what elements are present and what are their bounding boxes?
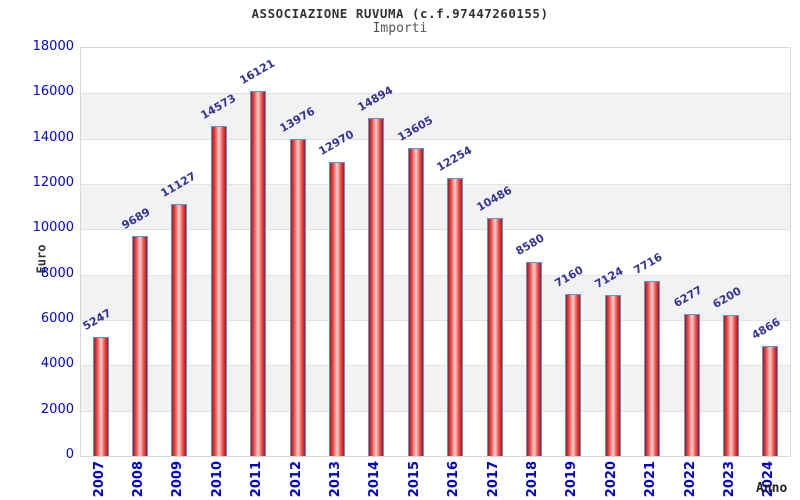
bar-2022: [683, 313, 700, 456]
gridline: [81, 93, 790, 95]
gridline: [81, 229, 790, 231]
gridline: [81, 274, 790, 276]
bar-2008: [132, 236, 149, 456]
x-tick-label: 2014: [367, 461, 383, 498]
x-tick-label: 2016: [446, 461, 462, 498]
bar-2015: [407, 147, 424, 456]
x-tick-label: 2020: [603, 461, 619, 498]
x-tick-label: 2012: [288, 461, 304, 498]
y-tick-label: 14000: [32, 129, 74, 145]
gridline: [81, 138, 790, 140]
plot-band: [81, 48, 790, 94]
bar-2016: [447, 178, 464, 456]
x-tick-label: 2019: [564, 461, 580, 498]
bar-2010: [210, 125, 227, 456]
plot-band: [81, 229, 790, 275]
x-tick-label: 2022: [682, 461, 698, 498]
plot-band: [81, 93, 790, 139]
plot-band: [81, 138, 790, 184]
y-tick-label: 16000: [32, 84, 74, 100]
plot-area: 5247 9689 11127 14573 16121 13976 12970 14894 13…: [80, 47, 791, 457]
bar-2020: [604, 294, 621, 456]
bar-2014: [368, 118, 385, 456]
x-tick-label: 2007: [91, 461, 107, 498]
plot-band: [81, 184, 790, 230]
y-tick-label: 6000: [40, 311, 74, 326]
gridline: [81, 410, 790, 412]
y-tick-label: 12000: [32, 175, 74, 190]
bar-2023: [722, 315, 739, 456]
bar-2017: [486, 218, 503, 456]
bar-2013: [329, 162, 346, 456]
bar-2011: [250, 90, 267, 456]
y-tick-label: 8000: [40, 265, 74, 281]
x-tick-label: 2008: [131, 461, 147, 498]
bar-2007: [92, 337, 109, 456]
chart-subtitle: Importi: [372, 21, 428, 36]
x-tick-label: 2017: [485, 461, 501, 498]
chart-title: ASSOCIAZIONE RUVUMA (c.f.97447260155): [251, 6, 549, 21]
bar-2012: [289, 139, 306, 456]
gridline: [81, 320, 790, 321]
y-tick-label: 0: [65, 447, 74, 462]
x-tick-label: 2021: [643, 461, 659, 498]
y-tick-label: 18000: [32, 39, 74, 54]
x-tick-label: 2015: [406, 461, 422, 498]
x-tick-label: 2018: [524, 461, 540, 498]
plot-band: [81, 410, 790, 456]
x-tick-label: 2023: [721, 461, 737, 498]
plot-band: [81, 274, 790, 320]
x-axis-title: Anno: [756, 481, 788, 496]
x-tick-label: 2013: [328, 461, 344, 498]
y-tick-label: 4000: [40, 356, 74, 372]
x-tick-label: 2011: [249, 461, 265, 498]
bar-2018: [525, 261, 542, 456]
x-tick-label: 2009: [170, 461, 186, 498]
plot-band: [81, 320, 790, 366]
x-tick-label: 2010: [209, 461, 225, 498]
y-tick-label: 10000: [32, 220, 74, 236]
gridline: [81, 184, 790, 185]
bar-2021: [644, 281, 661, 456]
plot-band: [81, 365, 790, 411]
bar-2019: [565, 293, 582, 456]
gridline: [81, 365, 790, 367]
bar-2009: [171, 203, 188, 456]
bar-2024: [762, 345, 779, 456]
y-tick-label: 2000: [40, 401, 74, 417]
